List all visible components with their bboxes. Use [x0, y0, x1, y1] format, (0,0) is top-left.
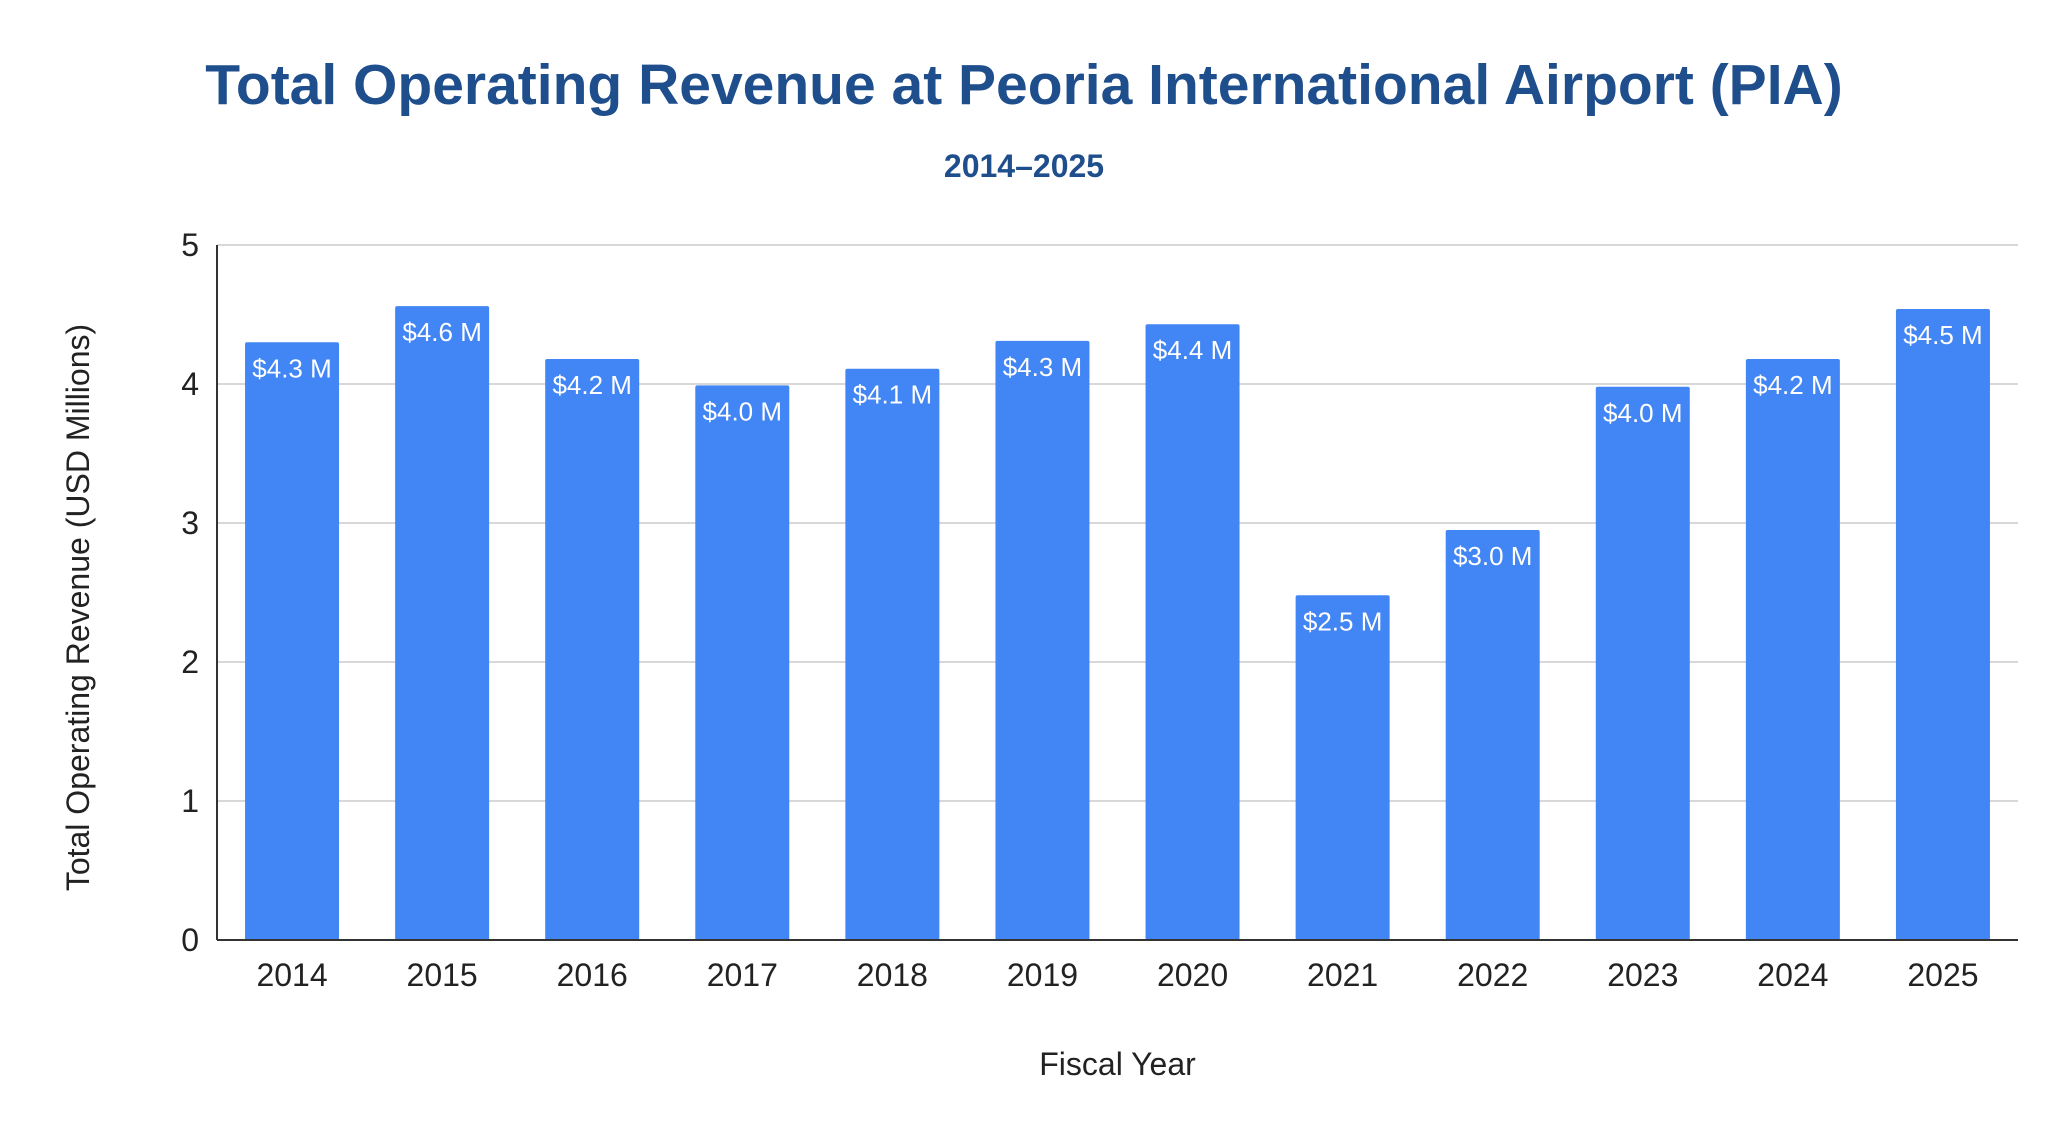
x-tick-label: 2025: [1907, 957, 1978, 993]
y-axis-ticks: 0 1 2 3 4 5: [181, 227, 199, 958]
bar: [1145, 324, 1240, 941]
x-tick-label: 2020: [1157, 957, 1228, 993]
bar-data-label: $4.2 M: [552, 370, 632, 400]
y-tick-label: 4: [181, 366, 199, 402]
bar-data-label: $4.3 M: [1003, 352, 1083, 382]
bar: [845, 368, 940, 941]
bar: [695, 385, 790, 940]
x-tick-label: 2016: [557, 957, 628, 993]
x-axis-ticks: 2014 2015 2016 2017 2018 2019 2020 2021 2022 2023…: [256, 957, 1978, 993]
data-labels: $4.3 M $4.6 M $4.2 M $4.0 M $4.1 M $4.3 M $4.4…: [252, 317, 1982, 636]
bar-data-label: $4.1 M: [853, 380, 933, 410]
y-tick-label: 3: [181, 505, 199, 541]
x-tick-label: 2018: [857, 957, 928, 993]
bars: [245, 306, 1990, 941]
x-tick-label: 2023: [1607, 957, 1678, 993]
chart-subtitle: 2014–2025: [943, 148, 1105, 184]
bar: [1445, 529, 1540, 940]
x-tick-label: 2024: [1757, 957, 1828, 993]
bar: [245, 342, 340, 940]
x-axis-title: Fiscal Year: [1039, 1046, 1196, 1082]
bar: [545, 358, 640, 941]
x-tick-label: 2021: [1307, 957, 1378, 993]
bar: [395, 306, 490, 940]
y-tick-label: 2: [181, 644, 199, 680]
bar-data-label: $4.0 M: [703, 396, 783, 426]
bar-data-label: $3.0 M: [1453, 541, 1533, 571]
y-tick-label: 0: [181, 922, 199, 958]
bar-data-label: $4.5 M: [1903, 320, 1983, 350]
bar: [1745, 358, 1840, 941]
bar-data-label: $2.5 M: [1303, 606, 1383, 636]
bar: [1895, 308, 1990, 940]
x-tick-label: 2022: [1457, 957, 1528, 993]
bar: [995, 340, 1090, 940]
bar-data-label: $4.6 M: [402, 317, 482, 347]
bar: [1595, 386, 1690, 940]
x-tick-label: 2019: [1007, 957, 1078, 993]
chart-title: Total Operating Revenue at Peoria Intern…: [205, 53, 1843, 117]
y-axis-title: Total Operating Revenue (USD Millions): [60, 324, 96, 891]
x-tick-label: 2014: [256, 957, 327, 993]
y-tick-label: 1: [181, 783, 199, 819]
bar-data-label: $4.4 M: [1153, 335, 1233, 365]
x-tick-label: 2017: [707, 957, 778, 993]
bar: [1295, 595, 1390, 940]
y-tick-label: 5: [181, 227, 199, 263]
gridlines: [217, 244, 2018, 802]
x-tick-label: 2015: [407, 957, 478, 993]
bar-data-label: $4.3 M: [252, 353, 332, 383]
bar-data-label: $4.2 M: [1753, 370, 1833, 400]
bar-data-label: $4.0 M: [1603, 398, 1683, 428]
